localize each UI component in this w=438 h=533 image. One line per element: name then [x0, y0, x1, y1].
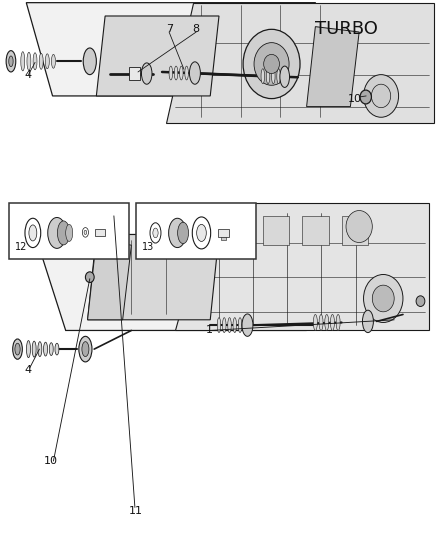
Circle shape	[264, 54, 279, 74]
Ellipse shape	[150, 223, 161, 243]
Ellipse shape	[9, 56, 13, 67]
Ellipse shape	[197, 224, 206, 241]
Text: 12: 12	[15, 242, 28, 252]
Ellipse shape	[228, 318, 231, 333]
Circle shape	[371, 84, 391, 108]
Text: 10: 10	[44, 456, 58, 466]
Circle shape	[85, 272, 94, 282]
Ellipse shape	[46, 54, 49, 69]
Text: 13: 13	[142, 242, 155, 252]
Ellipse shape	[27, 341, 31, 358]
Ellipse shape	[6, 51, 16, 72]
Ellipse shape	[223, 318, 226, 333]
Bar	[302, 216, 328, 245]
Ellipse shape	[178, 222, 188, 244]
Ellipse shape	[266, 69, 270, 84]
Ellipse shape	[330, 314, 335, 330]
Ellipse shape	[52, 54, 55, 68]
Text: 10: 10	[348, 94, 362, 103]
Ellipse shape	[169, 66, 173, 80]
Text: TURBO: TURBO	[315, 20, 378, 38]
Ellipse shape	[217, 318, 221, 333]
Polygon shape	[35, 235, 307, 330]
Ellipse shape	[48, 217, 66, 248]
Ellipse shape	[39, 53, 43, 69]
Text: 4: 4	[24, 366, 31, 375]
Ellipse shape	[314, 314, 317, 330]
Ellipse shape	[25, 219, 41, 248]
Circle shape	[346, 211, 372, 243]
Ellipse shape	[15, 343, 20, 355]
Ellipse shape	[362, 310, 373, 333]
Circle shape	[364, 75, 399, 117]
Circle shape	[254, 43, 289, 85]
Bar	[218, 229, 229, 237]
Polygon shape	[96, 16, 219, 96]
Ellipse shape	[238, 318, 242, 333]
Ellipse shape	[192, 217, 211, 249]
Ellipse shape	[174, 66, 178, 80]
Ellipse shape	[180, 66, 183, 80]
Ellipse shape	[83, 48, 96, 75]
Bar	[136, 203, 256, 259]
Ellipse shape	[33, 53, 37, 70]
Ellipse shape	[82, 228, 88, 237]
Polygon shape	[307, 27, 359, 107]
Bar	[223, 216, 250, 245]
Ellipse shape	[32, 341, 36, 357]
Ellipse shape	[21, 52, 25, 71]
Ellipse shape	[38, 342, 42, 357]
Ellipse shape	[189, 62, 200, 84]
Polygon shape	[88, 235, 219, 320]
Ellipse shape	[82, 342, 89, 357]
Circle shape	[111, 205, 119, 215]
Ellipse shape	[280, 66, 290, 87]
Circle shape	[360, 90, 371, 104]
Ellipse shape	[185, 66, 188, 80]
Ellipse shape	[336, 314, 340, 330]
Ellipse shape	[84, 230, 87, 235]
Ellipse shape	[169, 219, 186, 248]
Ellipse shape	[13, 339, 22, 359]
Bar	[342, 216, 368, 245]
Polygon shape	[166, 3, 434, 123]
Ellipse shape	[325, 314, 328, 330]
Bar	[129, 67, 140, 80]
Ellipse shape	[277, 69, 280, 84]
Text: 11: 11	[129, 506, 143, 515]
Ellipse shape	[190, 66, 194, 80]
Circle shape	[364, 274, 403, 322]
Text: 4: 4	[24, 70, 31, 79]
Text: 7: 7	[166, 25, 173, 34]
Ellipse shape	[233, 318, 237, 333]
Ellipse shape	[44, 342, 47, 356]
Text: 8: 8	[193, 25, 200, 34]
Polygon shape	[26, 3, 342, 96]
Ellipse shape	[261, 69, 265, 84]
Ellipse shape	[55, 343, 59, 355]
Bar	[263, 216, 289, 245]
Bar	[95, 229, 105, 236]
Ellipse shape	[153, 228, 158, 238]
Ellipse shape	[57, 221, 70, 245]
Ellipse shape	[141, 63, 152, 84]
Ellipse shape	[272, 69, 275, 84]
Ellipse shape	[27, 52, 31, 70]
Polygon shape	[88, 240, 131, 320]
Text: 1: 1	[206, 326, 213, 335]
Ellipse shape	[242, 314, 253, 336]
Circle shape	[372, 285, 394, 312]
Ellipse shape	[79, 336, 92, 362]
Bar	[9, 203, 129, 259]
Ellipse shape	[66, 224, 73, 241]
Circle shape	[243, 29, 300, 99]
Ellipse shape	[319, 314, 323, 330]
Polygon shape	[175, 203, 429, 330]
Ellipse shape	[29, 225, 37, 241]
Circle shape	[416, 296, 425, 306]
Ellipse shape	[49, 343, 53, 356]
Bar	[221, 237, 226, 240]
